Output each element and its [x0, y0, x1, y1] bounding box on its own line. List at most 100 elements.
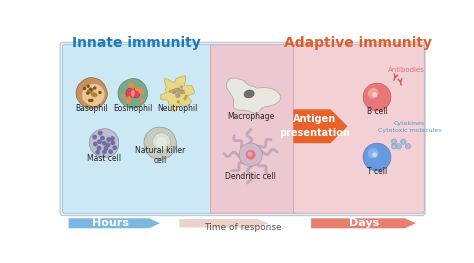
Circle shape — [89, 99, 91, 102]
Circle shape — [128, 97, 130, 100]
Circle shape — [363, 143, 391, 171]
Text: T cell: T cell — [367, 167, 387, 176]
Polygon shape — [160, 76, 195, 112]
Circle shape — [368, 148, 378, 159]
Circle shape — [131, 84, 134, 87]
Circle shape — [107, 138, 110, 141]
FancyBboxPatch shape — [60, 42, 425, 216]
Text: Innate immunity: Innate immunity — [73, 36, 201, 50]
Text: Antigen
presentation: Antigen presentation — [280, 114, 350, 138]
Circle shape — [153, 133, 171, 150]
Circle shape — [113, 146, 117, 149]
Circle shape — [102, 141, 106, 145]
Text: Basophil: Basophil — [75, 104, 108, 113]
Circle shape — [157, 137, 166, 146]
FancyArrow shape — [311, 218, 416, 228]
Circle shape — [182, 92, 184, 94]
Ellipse shape — [87, 88, 94, 94]
Circle shape — [139, 89, 142, 92]
Circle shape — [368, 88, 378, 98]
Ellipse shape — [175, 88, 181, 92]
Circle shape — [185, 95, 187, 97]
FancyArrow shape — [179, 219, 268, 227]
Circle shape — [177, 95, 178, 97]
Circle shape — [177, 101, 179, 103]
Text: Adaptive immunity: Adaptive immunity — [283, 36, 432, 50]
Circle shape — [401, 139, 406, 144]
Circle shape — [136, 87, 139, 90]
Circle shape — [140, 90, 143, 93]
Polygon shape — [89, 129, 119, 158]
Text: Antibodies: Antibodies — [388, 67, 425, 73]
Circle shape — [98, 140, 101, 143]
Circle shape — [94, 142, 97, 146]
Circle shape — [181, 86, 182, 88]
Circle shape — [101, 136, 104, 140]
Circle shape — [396, 144, 401, 149]
Circle shape — [247, 152, 252, 156]
Circle shape — [179, 92, 181, 94]
Polygon shape — [239, 143, 263, 166]
FancyBboxPatch shape — [63, 45, 215, 213]
Circle shape — [99, 131, 102, 135]
Polygon shape — [118, 79, 147, 108]
Circle shape — [178, 91, 180, 93]
Circle shape — [83, 87, 86, 89]
Ellipse shape — [132, 88, 140, 98]
Circle shape — [172, 89, 173, 91]
Circle shape — [90, 88, 92, 90]
Circle shape — [94, 87, 96, 89]
Circle shape — [122, 95, 125, 98]
Text: Natural killer
cell: Natural killer cell — [135, 146, 185, 165]
Text: Hours: Hours — [92, 218, 129, 228]
Circle shape — [127, 100, 130, 103]
Circle shape — [93, 135, 96, 139]
FancyArrow shape — [293, 109, 347, 143]
Ellipse shape — [91, 92, 98, 97]
Text: Macrophage: Macrophage — [227, 112, 274, 121]
Polygon shape — [82, 84, 105, 106]
FancyBboxPatch shape — [210, 45, 298, 213]
Text: B cell: B cell — [366, 107, 387, 116]
Circle shape — [372, 152, 377, 157]
Circle shape — [174, 89, 176, 90]
Text: Dendritic cell: Dendritic cell — [225, 172, 276, 181]
FancyBboxPatch shape — [293, 45, 424, 213]
Circle shape — [176, 90, 178, 92]
Circle shape — [109, 150, 112, 153]
Circle shape — [87, 92, 89, 94]
Circle shape — [103, 150, 106, 154]
Circle shape — [363, 83, 391, 111]
Text: Mast cell: Mast cell — [87, 154, 121, 163]
Circle shape — [99, 92, 101, 94]
Text: Time of response: Time of response — [204, 223, 282, 232]
Text: Cytokines
Cytotoxic molecules: Cytokines Cytotoxic molecules — [378, 122, 441, 133]
Ellipse shape — [126, 88, 134, 98]
Text: Days: Days — [349, 218, 379, 228]
Circle shape — [97, 146, 101, 150]
Ellipse shape — [172, 89, 176, 94]
Polygon shape — [226, 78, 281, 114]
Text: Eosinophil: Eosinophil — [113, 104, 153, 113]
Circle shape — [246, 150, 255, 160]
Circle shape — [392, 139, 397, 144]
FancyArrow shape — [69, 218, 160, 228]
Circle shape — [111, 141, 115, 145]
Text: Neutrophil: Neutrophil — [158, 104, 198, 113]
Polygon shape — [144, 127, 176, 159]
Circle shape — [129, 83, 132, 87]
Polygon shape — [76, 78, 107, 108]
Circle shape — [405, 144, 410, 149]
Ellipse shape — [131, 89, 135, 97]
Circle shape — [392, 144, 397, 149]
Ellipse shape — [244, 90, 254, 98]
Ellipse shape — [175, 93, 181, 98]
Circle shape — [87, 85, 89, 87]
Circle shape — [111, 137, 114, 140]
Circle shape — [169, 90, 171, 92]
Circle shape — [104, 146, 108, 150]
Circle shape — [139, 90, 142, 93]
Circle shape — [107, 143, 110, 147]
Circle shape — [91, 99, 93, 102]
Circle shape — [96, 150, 100, 154]
